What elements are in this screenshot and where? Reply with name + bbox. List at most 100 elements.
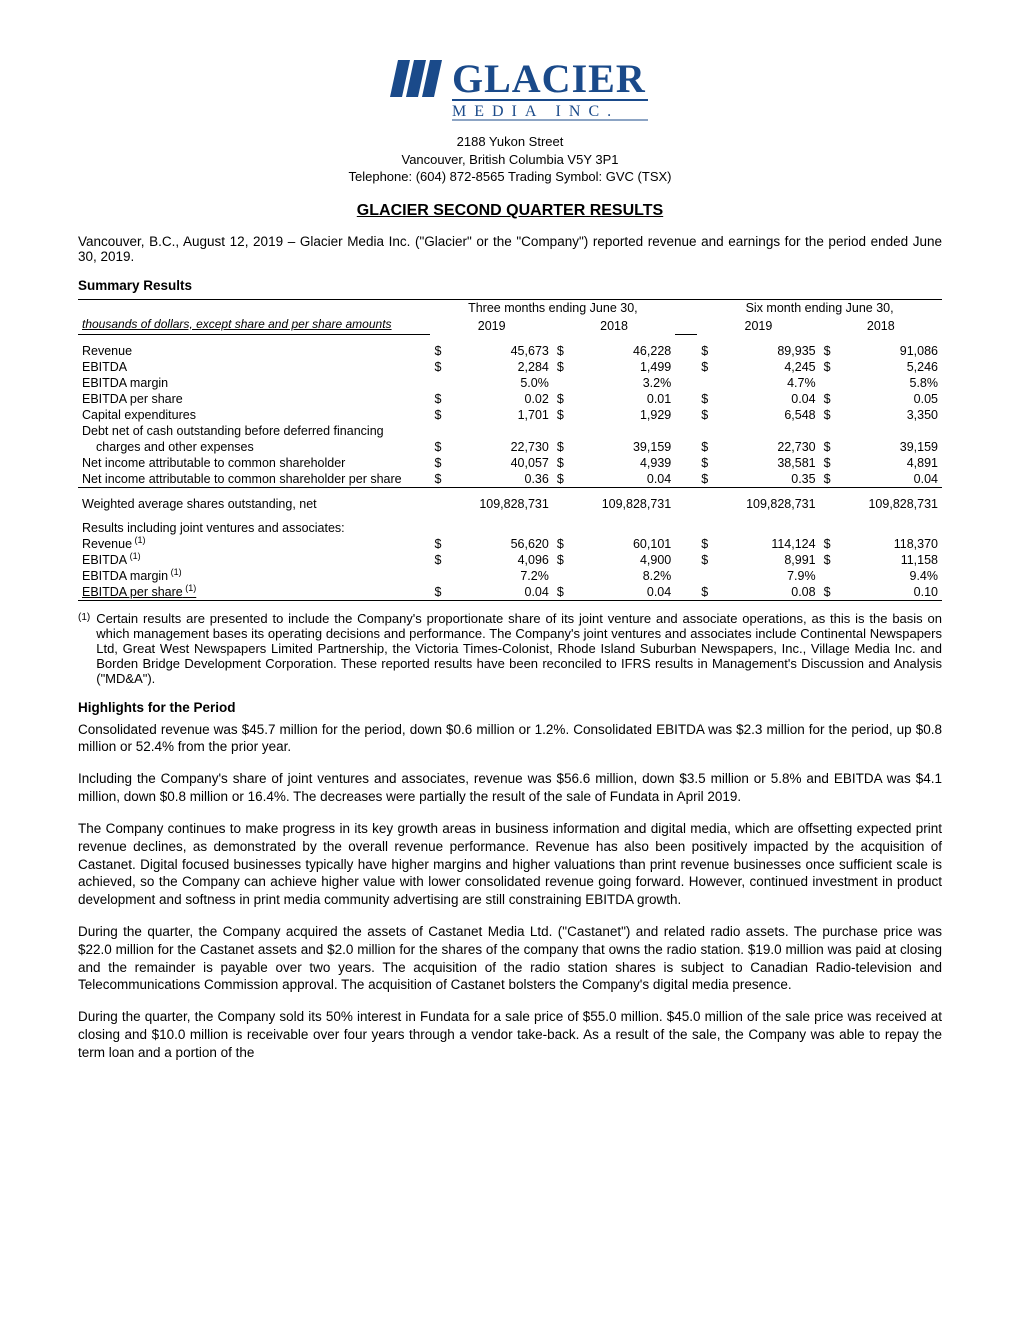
- cell-value: 9.4%: [844, 568, 942, 584]
- cell-value: 5.0%: [454, 375, 552, 391]
- cell-value: 22,730: [454, 439, 552, 455]
- cell-value: 8.2%: [577, 568, 675, 584]
- cell-value: 45,673: [454, 343, 552, 359]
- cell-value: 7.2%: [454, 568, 552, 584]
- table-row: EBITDA$2,284$1,499$4,245$5,246: [78, 359, 942, 375]
- address-line3: Telephone: (604) 872-8565 Trading Symbol…: [78, 168, 942, 186]
- cell-value: 56,620: [454, 536, 552, 552]
- address-line1: 2188 Yukon Street: [78, 133, 942, 151]
- cell-value: [721, 423, 819, 439]
- period-header-row: Three months ending June 30, Six month e…: [78, 299, 942, 316]
- cell-value: 4,939: [577, 455, 675, 471]
- row-label: Net income attributable to common shareh…: [78, 455, 430, 471]
- table-note: thousands of dollars, except share and p…: [82, 317, 392, 331]
- row-label: Revenue: [78, 343, 430, 359]
- jv-heading: Results including joint ventures and ass…: [78, 520, 942, 536]
- table-row: EBITDA margin 5.0% 3.2% 4.7% 5.8%: [78, 375, 942, 391]
- jv-heading-row: Results including joint ventures and ass…: [78, 520, 942, 536]
- table-row: EBITDA per share$0.02$0.01$0.04$0.05: [78, 391, 942, 407]
- table-row: EBITDA per share (1)$0.04$0.04$0.08$0.10: [78, 584, 942, 601]
- cell-value: 89,935: [721, 343, 819, 359]
- table-row: charges and other expenses$22,730$39,159…: [78, 439, 942, 455]
- cell-value: 39,159: [844, 439, 942, 455]
- body-paragraph: During the quarter, the Company acquired…: [78, 923, 942, 994]
- footnote-text: Certain results are presented to include…: [96, 611, 942, 686]
- body-paragraph: During the quarter, the Company sold its…: [78, 1008, 942, 1061]
- cell-value: 0.08: [721, 584, 819, 601]
- cell-value: 46,228: [577, 343, 675, 359]
- table-row: Capital expenditures$1,701$1,929$6,548$3…: [78, 407, 942, 423]
- cell-value: 4,900: [577, 552, 675, 568]
- logo-container: GLACIER MEDIA INC.: [78, 52, 942, 127]
- cell-value: 3.2%: [577, 375, 675, 391]
- cell-value: [454, 423, 552, 439]
- cell-value: 40,057: [454, 455, 552, 471]
- cell-value: 0.35: [721, 471, 819, 488]
- cell-value: 5.8%: [844, 375, 942, 391]
- note-and-year-row: thousands of dollars, except share and p…: [78, 316, 942, 335]
- cell-value: 6,548: [721, 407, 819, 423]
- shares-label: Weighted average shares outstanding, net: [78, 496, 430, 512]
- cell-value: 1,929: [577, 407, 675, 423]
- cell-value: 4,096: [454, 552, 552, 568]
- row-label: EBITDA (1): [78, 552, 430, 568]
- cell-value: 0.02: [454, 391, 552, 407]
- footnote: (1) Certain results are presented to inc…: [78, 611, 942, 686]
- cell-value: [844, 423, 942, 439]
- table-row: Revenue (1)$56,620$60,101$114,124$118,37…: [78, 536, 942, 552]
- body-paragraph: The Company continues to make progress i…: [78, 820, 942, 909]
- summary-heading: Summary Results: [78, 278, 942, 293]
- table-row: Debt net of cash outstanding before defe…: [78, 423, 942, 439]
- year-2019b: 2019: [697, 316, 819, 335]
- cell-value: 5,246: [844, 359, 942, 375]
- year-2019a: 2019: [430, 316, 552, 335]
- cell-value: 38,581: [721, 455, 819, 471]
- intro-paragraph: Vancouver, B.C., August 12, 2019 – Glaci…: [78, 234, 942, 264]
- table-row: EBITDA margin (1) 7.2% 8.2% 7.9% 9.4%: [78, 568, 942, 584]
- cell-value: 1,499: [577, 359, 675, 375]
- company-logo: GLACIER MEDIA INC.: [370, 52, 650, 127]
- table-row: Net income attributable to common shareh…: [78, 455, 942, 471]
- cell-value: 0.05: [844, 391, 942, 407]
- cell-value: 118,370: [844, 536, 942, 552]
- cell-value: 4,891: [844, 455, 942, 471]
- cell-value: 22,730: [721, 439, 819, 455]
- cell-value: 0.04: [454, 584, 552, 601]
- page: GLACIER MEDIA INC. 2188 Yukon Street Van…: [0, 0, 1020, 1320]
- cell-value: 91,086: [844, 343, 942, 359]
- cell-value: 114,124: [721, 536, 819, 552]
- cell-value: 3,350: [844, 407, 942, 423]
- footnote-mark: (1): [78, 611, 90, 686]
- row-label: EBITDA per share: [78, 391, 430, 407]
- row-label: EBITDA margin: [78, 375, 430, 391]
- cell-value: 7.9%: [721, 568, 819, 584]
- document-title: GLACIER SECOND QUARTER RESULTS: [78, 202, 942, 220]
- table-row: Revenue$45,673$46,228$89,935$91,086: [78, 343, 942, 359]
- cell-value: 0.04: [577, 471, 675, 488]
- row-label: Revenue (1): [78, 536, 430, 552]
- row-label: Debt net of cash outstanding before defe…: [78, 423, 430, 439]
- cell-value: 0.36: [454, 471, 552, 488]
- cell-value: 2,284: [454, 359, 552, 375]
- year-2018a: 2018: [553, 316, 675, 335]
- cell-value: 4.7%: [721, 375, 819, 391]
- row-label: EBITDA margin (1): [78, 568, 430, 584]
- cell-value: [577, 423, 675, 439]
- body-paragraph: Consolidated revenue was $45.7 million f…: [78, 721, 942, 757]
- cell-value: 0.04: [721, 391, 819, 407]
- summary-table: Three months ending June 30, Six month e…: [78, 299, 942, 601]
- highlights-heading: Highlights for the Period: [78, 700, 942, 715]
- table-row: EBITDA (1)$4,096$4,900$8,991$11,158: [78, 552, 942, 568]
- row-label: charges and other expenses: [78, 439, 430, 455]
- shares-row: Weighted average shares outstanding, net…: [78, 496, 942, 512]
- body-paragraph: Including the Company's share of joint v…: [78, 770, 942, 806]
- row-label: EBITDA per share (1): [78, 584, 430, 601]
- svg-text:MEDIA INC.: MEDIA INC.: [452, 103, 619, 120]
- address-block: 2188 Yukon Street Vancouver, British Col…: [78, 133, 942, 186]
- cell-value: 60,101: [577, 536, 675, 552]
- cell-value: 0.04: [844, 471, 942, 488]
- row-label: EBITDA: [78, 359, 430, 375]
- cell-value: 0.10: [844, 584, 942, 601]
- svg-text:GLACIER: GLACIER: [452, 56, 646, 101]
- address-line2: Vancouver, British Columbia V5Y 3P1: [78, 151, 942, 169]
